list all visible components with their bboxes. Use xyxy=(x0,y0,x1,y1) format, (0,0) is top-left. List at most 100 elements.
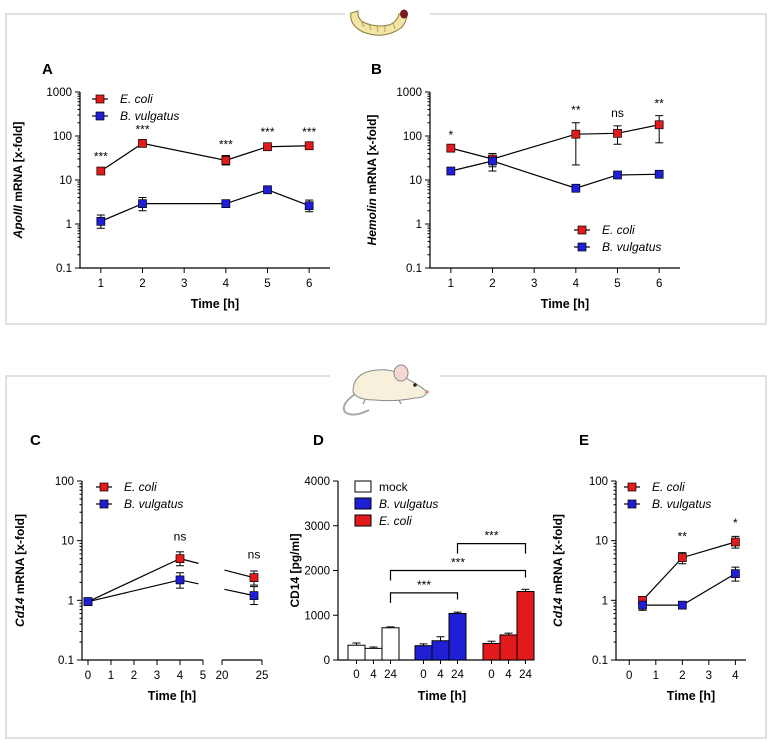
bottom-section-frame xyxy=(5,375,767,739)
x-tick-label: 4 xyxy=(370,669,377,681)
significance-label: *** xyxy=(219,137,233,151)
legend-marker xyxy=(627,499,637,509)
y-tick-label: 0.1 xyxy=(56,263,72,275)
y-tick-label: 4000 xyxy=(304,476,330,488)
y-axis-label: Cd14 mRNA [x-fold] xyxy=(13,514,27,627)
x-tick-label: 5 xyxy=(614,278,620,290)
chart-C: C 0.1 1 10 100 0 1 2 3 4 5 20 25 Time [h] Cd14 mRNA [x… xyxy=(13,432,268,703)
significance-label: *** xyxy=(260,125,274,139)
x-tick-label: 1 xyxy=(98,278,104,290)
x-tick-label: 3 xyxy=(706,670,712,682)
x-tick-label: 4 xyxy=(732,670,739,682)
y-tick-label: 1 xyxy=(416,219,422,231)
data-point xyxy=(304,201,314,211)
legend-label: B. vulgatus xyxy=(379,497,438,511)
legend-marker xyxy=(577,225,587,235)
data-point xyxy=(613,128,622,138)
series-line xyxy=(450,160,660,189)
data-point xyxy=(96,166,106,176)
data-point xyxy=(304,141,314,151)
y-tick-label: 1 xyxy=(602,595,608,607)
chart-B: B 0.1 1 10 100 1000 1 2 3 4 5 6 Time [h] Hemolin mRNA… xyxy=(365,61,680,311)
x-tick-label: 1 xyxy=(448,278,454,290)
significance-label: ** xyxy=(678,530,688,544)
bar xyxy=(499,634,518,661)
series-line xyxy=(100,142,310,172)
x-tick-label: 2 xyxy=(131,670,137,682)
series-line xyxy=(100,189,310,222)
legend-swatch xyxy=(354,480,372,493)
bar xyxy=(364,647,383,661)
y-axis-label-gene: Cd14 xyxy=(551,597,565,627)
x-tick-label: 3 xyxy=(154,670,160,682)
data-point xyxy=(175,575,185,585)
bar xyxy=(347,644,366,661)
y-axis-label-gene: Cd14 xyxy=(13,597,27,627)
x-axis-label: Time [h] xyxy=(191,297,239,311)
chart-A: A 0.1 1 10 100 1000 1 2 3 4 5 6 Time [h] ApoIII mRNA … xyxy=(11,61,330,311)
legend-label: B. vulgatus xyxy=(602,240,661,254)
x-tick-label: 4 xyxy=(223,278,230,290)
legend-marker xyxy=(99,482,109,492)
data-point xyxy=(263,142,272,152)
top-section-frame xyxy=(5,13,767,325)
y-tick-label: 10 xyxy=(61,536,74,548)
x-tick-label: 25 xyxy=(256,670,269,682)
data-point xyxy=(731,569,740,579)
legend-label: B. vulgatus xyxy=(652,497,711,511)
y-axis-label-unit: mRNA [x-fold] xyxy=(365,115,379,199)
significance-bracket xyxy=(456,543,527,554)
legend-label: E. coli xyxy=(379,514,412,528)
significance-label: *** xyxy=(417,578,431,592)
significance-label: *** xyxy=(135,122,149,136)
x-tick-label: 1 xyxy=(653,670,659,682)
x-tick-label: 2 xyxy=(489,278,495,290)
y-tick-label: 100 xyxy=(53,131,72,143)
x-tick-label: 2 xyxy=(679,670,685,682)
data-point xyxy=(731,537,740,547)
y-tick-label: 1 xyxy=(68,595,74,607)
legend-label: B. vulgatus xyxy=(120,109,179,123)
significance-label: *** xyxy=(94,149,108,163)
data-point xyxy=(638,600,647,610)
data-point xyxy=(175,554,185,563)
x-tick-label: 5 xyxy=(200,670,206,682)
bar xyxy=(414,645,433,661)
significance-label: *** xyxy=(302,125,316,139)
y-tick-label: 100 xyxy=(589,476,608,488)
y-tick-label: 10 xyxy=(595,536,608,548)
chart-E: E 0.1 1 10 100 0 1 2 3 4 Time [h] Cd14 mRNA [x-fold… xyxy=(551,432,746,703)
x-tick-label: 4 xyxy=(573,278,580,290)
data-point xyxy=(221,199,231,209)
y-axis-label-gene: ApoIII xyxy=(11,204,25,239)
bar xyxy=(482,642,501,661)
x-tick-label: 4 xyxy=(505,669,512,681)
x-tick-label: 3 xyxy=(531,278,537,290)
y-tick-label: 1000 xyxy=(396,87,422,99)
data-point xyxy=(571,129,581,139)
series-line xyxy=(87,579,181,603)
x-tick-label: 24 xyxy=(451,669,464,681)
bar xyxy=(431,640,450,661)
x-tick-label: 0 xyxy=(420,669,426,681)
legend-marker xyxy=(577,242,587,252)
data-point xyxy=(654,120,664,130)
series-line xyxy=(87,558,181,603)
y-axis-label-gene: Hemolin xyxy=(365,198,379,245)
x-tick-label: 0 xyxy=(626,670,632,682)
y-tick-label: 0.1 xyxy=(58,655,74,667)
data-point xyxy=(83,597,93,607)
data-point xyxy=(446,166,456,176)
significance-label: *** xyxy=(484,529,498,543)
series-line xyxy=(642,573,736,606)
panel-label: D xyxy=(313,432,324,449)
x-tick-label: 20 xyxy=(216,670,229,682)
x-axis-label: Time [h] xyxy=(541,297,589,311)
data-point xyxy=(488,156,497,166)
series-line-break-end xyxy=(224,569,255,579)
data-point xyxy=(138,139,147,148)
y-axis-label-unit: mRNA [x-fold] xyxy=(11,122,25,206)
legend-marker xyxy=(99,499,109,509)
